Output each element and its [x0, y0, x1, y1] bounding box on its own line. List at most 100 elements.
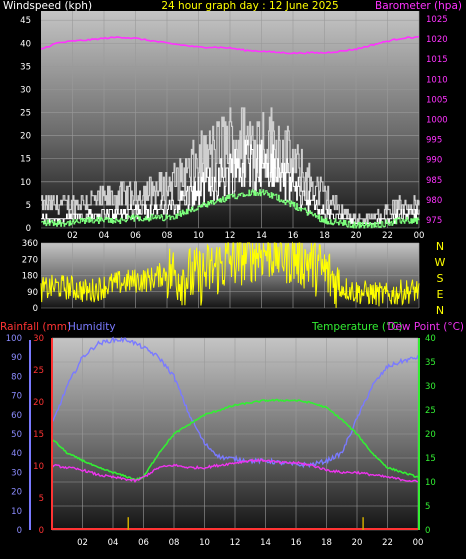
barometer-tick-label: 1020: [426, 35, 448, 45]
direction-series: [40, 241, 420, 309]
temperature-tick-label: 20: [425, 430, 436, 440]
temperature-tick-label: 40: [425, 334, 436, 344]
temperature-tick-label: 15: [425, 454, 436, 464]
temperature-x-tick-label: 10: [199, 538, 210, 548]
rainfall-axis-title: Rainfall (mm): [0, 321, 71, 333]
temperature-x-tick-label: 02: [77, 538, 88, 548]
direction-tick-labels: 0 90 180 270 360: [22, 239, 38, 314]
temperature-x-tick-label: 00: [413, 538, 424, 548]
humidity-tick-label: 30: [11, 468, 22, 478]
rainfall-tick-label: 15: [33, 430, 44, 440]
temperature-x-tick-label: 08: [169, 538, 180, 548]
wind-direction-line: [40, 241, 420, 309]
windspeed-x-tick-label: 18: [319, 231, 330, 241]
humidity-tick-label: 50: [11, 430, 22, 440]
barometer-tick-label: 1000: [426, 116, 448, 126]
average-wind-line: [41, 189, 420, 229]
compass-label-n-top: N: [436, 240, 444, 253]
temperature-x-tick-label: 04: [108, 538, 119, 548]
humidity-tick-label: 100: [6, 334, 22, 344]
rainfall-tick-label: 10: [33, 462, 44, 472]
windspeed-tick-labels: 02 04 06 08 10 12 14 16 18 20 22 000510152025303540…: [20, 15, 447, 241]
temperature-line: [51, 398, 419, 482]
temperature-tick-label: 10: [425, 478, 436, 488]
windspeed-y-tick-label: 30: [20, 85, 31, 95]
humidity-tick-label: 80: [11, 372, 22, 382]
rainfall-tick-label: 0: [39, 526, 44, 536]
humidity-tick-label: 40: [11, 449, 22, 459]
windspeed-x-tick-label: 06: [130, 231, 141, 241]
humidity-line: [51, 336, 419, 469]
temperature-x-tick-label: 12: [230, 538, 241, 548]
windspeed-y-tick-label: 35: [20, 62, 31, 72]
compass-label-e: E: [437, 288, 444, 301]
temperature-tick-label: 35: [425, 358, 436, 368]
windspeed-x-tick-label: 14: [256, 231, 267, 241]
windspeed-series: [40, 35, 420, 229]
windspeed-x-tick-label: 16: [288, 231, 299, 241]
compass-label-w: W: [435, 256, 446, 269]
windspeed-y-tick-label: 0: [26, 224, 31, 234]
temperature-tick-label: 25: [425, 406, 436, 416]
windspeed-y-tick-label: 25: [20, 109, 31, 119]
windspeed-line: [41, 139, 420, 224]
humidity-tick-label: 0: [17, 526, 22, 536]
windspeed-axis-title: Windspeed (kph): [3, 0, 92, 12]
barometer-axis-title: Barometer (hpa): [375, 0, 462, 12]
windspeed-x-tick-label: 08: [162, 231, 173, 241]
windspeed-x-tick-label: 00: [414, 231, 425, 241]
rainfall-tick-label: 5: [39, 494, 44, 504]
direction-y-tick-label: 180: [22, 272, 38, 282]
rainfall-tick-label: 30: [33, 334, 44, 344]
temperature-axis-title: Temperature (°C): [311, 321, 403, 333]
windspeed-x-tick-label: 04: [99, 231, 110, 241]
windspeed-x-tick-label: 20: [351, 231, 362, 241]
windspeed-y-tick-label: 5: [26, 201, 31, 211]
humidity-tick-label: 20: [11, 488, 22, 498]
barometer-tick-label: 1010: [426, 75, 448, 85]
windspeed-y-tick-label: 20: [20, 132, 31, 142]
barometer-tick-label: 975: [426, 216, 442, 226]
temperature-tick-label: 30: [425, 382, 436, 392]
temperature-x-tick-label: 14: [260, 538, 271, 548]
dewpoint-axis-title: Dew Point (°C): [387, 321, 464, 333]
humidity-tick-label: 10: [11, 507, 22, 517]
barometer-tick-label: 995: [426, 136, 442, 146]
temperature-x-tick-label: 06: [138, 538, 149, 548]
barometer-tick-label: 1015: [426, 55, 448, 65]
direction-y-tick-label: 0: [33, 304, 38, 314]
windspeed-y-tick-label: 45: [20, 16, 31, 26]
temperature-x-tick-label: 18: [321, 538, 332, 548]
rainfall-tick-label: 20: [33, 398, 44, 408]
windspeed-y-tick-label: 10: [20, 178, 31, 188]
barometer-tick-label: 985: [426, 176, 442, 186]
windspeed-x-tick-label: 22: [382, 231, 393, 241]
barometer-tick-label: 980: [426, 196, 442, 206]
windspeed-x-tick-label: 10: [193, 231, 204, 241]
chart-title: 24 hour graph day : 12 June 2025: [161, 0, 338, 12]
direction-y-tick-label: 360: [22, 239, 38, 249]
windspeed-y-tick-label: 15: [20, 155, 31, 165]
compass-label-s: S: [437, 272, 444, 285]
temperature-tick-labels: 02 04 06 08 10 12 14 16 18 20 22 000510152025303540…: [6, 334, 436, 548]
direction-y-tick-label: 270: [22, 255, 38, 265]
humidity-tick-label: 60: [11, 411, 22, 421]
temperature-x-tick-label: 20: [352, 538, 363, 548]
barometer-tick-label: 1005: [426, 95, 448, 105]
temperature-x-tick-label: 16: [291, 538, 302, 548]
windspeed-y-tick-label: 40: [20, 39, 31, 49]
barometer-tick-label: 1025: [426, 15, 448, 25]
rainfall-tick-label: 25: [33, 366, 44, 376]
humidity-axis-title: Humidity: [68, 321, 116, 333]
windspeed-x-tick-label: 12: [225, 231, 236, 241]
temperature-x-tick-label: 22: [382, 538, 393, 548]
compass-label-n-bottom: N: [436, 304, 444, 317]
windspeed-x-tick-label: 02: [67, 231, 78, 241]
direction-y-tick-label: 90: [27, 288, 38, 298]
temperature-tick-label: 0: [425, 526, 430, 536]
barometer-tick-label: 990: [426, 156, 442, 166]
barometer-line: [40, 35, 420, 55]
humidity-tick-label: 70: [11, 392, 22, 402]
